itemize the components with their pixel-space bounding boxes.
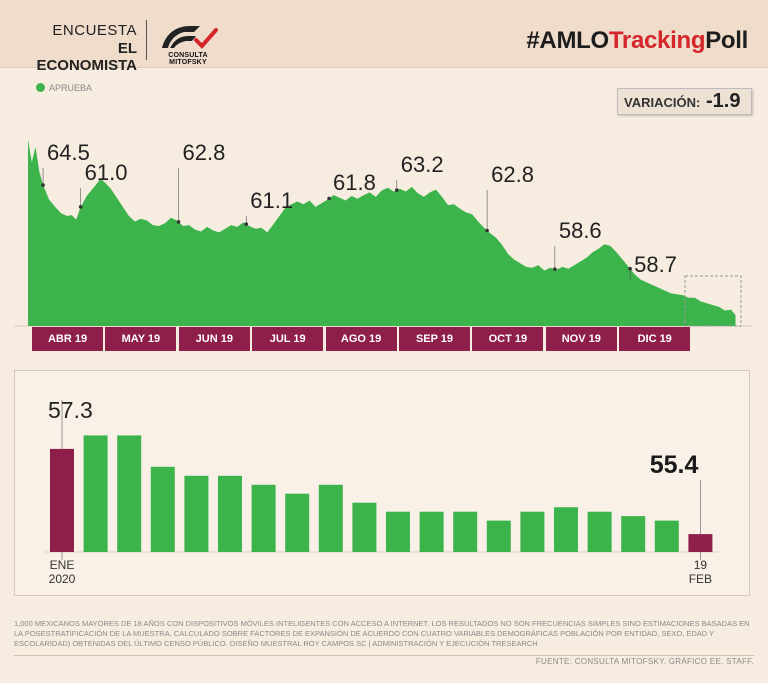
annotation-label: 62.8 xyxy=(491,162,534,187)
approval-area xyxy=(28,139,736,326)
bar xyxy=(621,516,646,552)
brand-line-encuesta: ENCUESTA xyxy=(52,22,137,39)
bar xyxy=(386,511,410,552)
legend-dot-icon xyxy=(36,83,45,92)
header-bar: ENCUESTA EL ECONOMISTA CONSULTA MITOFSKY… xyxy=(0,0,768,74)
annotation-label: 62.8 xyxy=(183,140,226,165)
variation-box: VARIACIÓN: -1.9 xyxy=(617,88,752,115)
source-note: FUENTE: CONSULTA MITOFSKY. GRÁFICO EE. S… xyxy=(535,657,754,666)
annotation-point xyxy=(176,220,181,224)
month-label: JUL 19 xyxy=(252,327,324,351)
bar xyxy=(520,511,545,552)
month-label: MAY 19 xyxy=(105,327,177,351)
bar xyxy=(285,493,310,552)
month-label: NOV 19 xyxy=(545,327,617,351)
category-label-last-line2: FEB xyxy=(689,572,712,586)
annotation-point xyxy=(628,266,632,271)
annotation-point xyxy=(394,188,399,192)
bar xyxy=(554,507,578,552)
bar xyxy=(150,466,175,552)
bar xyxy=(117,435,142,552)
source-divider xyxy=(14,655,754,656)
hashtag-part-tracking: Tracking xyxy=(608,27,706,54)
variation-value: -1.9 xyxy=(706,90,741,112)
variation-label: VARIACIÓN: xyxy=(624,95,701,110)
bar-value-label-first: 57.3 xyxy=(48,397,93,423)
bar xyxy=(688,534,713,552)
brand-divider xyxy=(146,20,147,60)
hashtag-part-poll: Poll xyxy=(705,27,748,54)
bar xyxy=(318,484,343,552)
bar xyxy=(251,484,276,552)
month-label: OCT 19 xyxy=(472,327,544,351)
month-label: AGO 19 xyxy=(325,327,397,351)
category-label-last-line1: 19 xyxy=(694,558,708,572)
recent-period-box xyxy=(684,275,742,327)
bar xyxy=(50,448,74,552)
legend: APRUEBA xyxy=(36,83,92,93)
annotation-label: 58.7 xyxy=(634,252,677,277)
annotation-label: 64.5 xyxy=(47,140,90,165)
brand-line-economista: EL ECONOMISTA xyxy=(36,40,137,74)
annotation-point xyxy=(485,228,489,233)
annotation-point xyxy=(78,205,83,209)
annotation-point xyxy=(327,196,331,201)
month-label: JUN 19 xyxy=(178,327,250,351)
bar xyxy=(83,435,108,552)
month-label: ABR 19 xyxy=(32,327,103,351)
category-label-first-line2: 2020 xyxy=(49,572,76,586)
bar-value-label-last: 55.4 xyxy=(650,451,699,479)
category-label-first-line1: ENE xyxy=(50,558,75,572)
annotation-label: 63.2 xyxy=(401,152,444,177)
legend-label: APRUEBA xyxy=(49,83,93,93)
month-label: DIC 19 xyxy=(619,327,691,351)
annotation-point xyxy=(244,222,249,226)
annotation-label: 58.6 xyxy=(559,218,602,243)
annotation-label: 61.0 xyxy=(85,160,128,185)
approval-area-chart: 64.561.0 62.8 61.1 61.8 63.2 62.8 58.6 58.7 xyxy=(14,139,752,327)
hashtag-part-amlo: #AMLO xyxy=(526,27,609,54)
bar xyxy=(453,511,478,552)
annotation-point xyxy=(41,183,45,187)
bar xyxy=(654,520,679,552)
bar xyxy=(587,511,612,552)
bar xyxy=(486,520,511,552)
annotation-point xyxy=(553,267,557,271)
logo-caption: CONSULTA MITOFSKY xyxy=(168,52,208,66)
bar xyxy=(419,511,444,552)
bar xyxy=(184,475,209,552)
hashtag-title: #AMLOTrackingPoll xyxy=(526,27,748,55)
bar xyxy=(218,475,242,552)
annotation-label: 61.1 xyxy=(250,188,293,213)
month-label: SEP 19 xyxy=(399,327,470,351)
annotation-label: 61.8 xyxy=(333,170,376,195)
methodology-footnote: 1,000 MEXICANOS MAYORES DE 18 AÑOS CON D… xyxy=(14,619,750,648)
mitofsky-logo-icon xyxy=(162,26,218,49)
bar xyxy=(352,502,377,552)
